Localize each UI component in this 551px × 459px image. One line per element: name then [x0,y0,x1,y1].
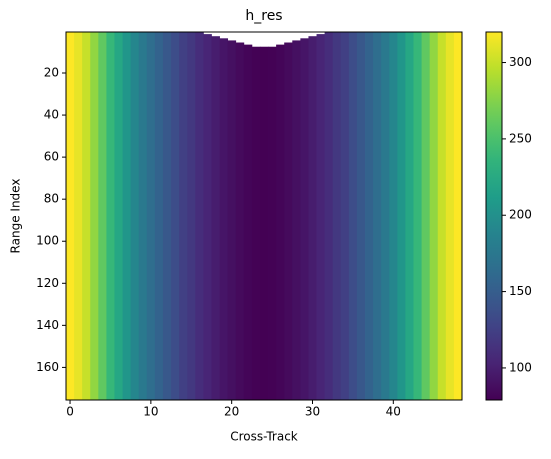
heat-column [130,32,140,400]
heat-column [308,36,317,400]
x-tick-label: 0 [66,405,74,419]
heat-column [227,40,237,400]
heat-column [284,42,293,401]
heat-column [195,32,204,400]
y-tick-label: 100 [36,234,59,248]
chart-title: h_res [245,8,282,24]
heat-column [268,46,277,400]
heat-column [122,32,132,400]
heat-column [453,32,463,400]
heat-column [276,44,285,401]
heat-column [235,42,245,401]
heat-column [146,32,156,400]
x-axis-label: Cross-Track [230,430,298,444]
heat-column [381,32,390,400]
heat-column [203,34,212,401]
heat-column [98,32,107,400]
heat-column [437,32,447,400]
heat-column [340,32,350,400]
y-tick-label: 80 [44,192,59,206]
heat-column [405,32,414,400]
plot-frame [65,31,463,401]
heat-column [211,36,220,400]
heat-column [82,32,91,400]
heat-column [243,44,253,401]
y-axis-label: Range Index [9,179,23,254]
heat-column [154,32,164,400]
colorbar-tick-label: 200 [509,208,532,222]
heat-column [332,32,342,400]
y-tick-label: 60 [44,150,59,164]
colorbar [485,31,503,401]
heat-column [106,32,115,400]
heat-column [445,32,455,400]
y-tick-label: 20 [44,66,59,80]
y-tick-label: 160 [36,360,59,374]
heat-column [356,32,366,400]
heat-column [365,32,374,400]
heat-column [413,32,422,400]
heat-column [74,32,83,400]
heat-column [348,32,358,400]
heat-column [114,32,123,400]
heat-column [162,32,172,400]
heat-column [187,32,196,400]
x-tick-label: 30 [305,405,320,419]
heat-column [219,38,229,401]
y-tick-label: 40 [44,108,59,122]
x-tick-label: 40 [386,405,401,419]
heat-column [300,38,309,401]
heat-column [397,32,406,400]
heat-column [429,32,439,400]
colorbar-tick-label: 100 [509,360,532,374]
heat-column [421,32,431,400]
heat-column [389,32,398,400]
heat-column [138,32,148,400]
heat-column [66,32,75,400]
heat-column [179,32,188,400]
heat-column [373,32,382,400]
y-tick-label: 140 [36,318,59,332]
colorbar-tick-label: 150 [509,284,532,298]
x-tick-label: 20 [224,405,239,419]
x-tick-label: 10 [143,405,158,419]
heat-column [259,46,269,400]
colorbar-tick-label: 250 [509,131,532,145]
heat-column [316,34,326,401]
heat-column [251,46,261,400]
y-tick-label: 120 [36,276,59,290]
heat-column [292,40,301,400]
heat-column [324,32,334,400]
heat-column [90,32,99,400]
colorbar-tick-label: 300 [509,55,532,69]
heat-column [171,32,180,400]
